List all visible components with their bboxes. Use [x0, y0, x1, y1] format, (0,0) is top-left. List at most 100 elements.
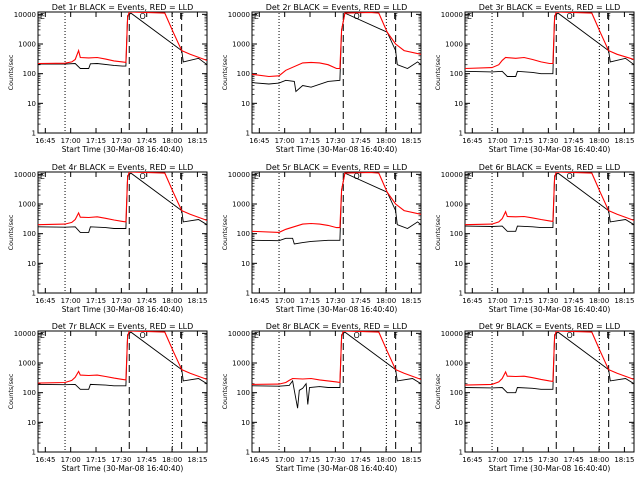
y-tick-label: 10000 [14, 11, 36, 19]
x-tick-label: 18:00 [589, 137, 609, 145]
plot-frame [37, 330, 208, 453]
panel-title: Det 9r BLACK = Events, RED = LLD [479, 322, 621, 331]
plot-frame [251, 330, 422, 453]
x-tick-label: 17:15 [86, 137, 106, 145]
y-tick-label: 10000 [441, 330, 463, 338]
y-tick-label: 1000 [445, 360, 463, 368]
x-tick-label: 18:00 [376, 137, 396, 145]
x-tick-label: 18:15 [614, 456, 634, 464]
x-tick-label: 17:45 [564, 297, 584, 305]
x-tick-label: 17:30 [325, 297, 345, 305]
marker-label: O [140, 331, 146, 340]
lld-line [252, 12, 421, 78]
x-tick-label: 18:15 [187, 137, 207, 145]
y-tick-label: 1000 [232, 201, 250, 209]
events-line [38, 331, 207, 390]
y-axis-label: Counts/sec [434, 373, 442, 409]
panel-det-8: Det 8r BLACK = Events, RED = LLD 1 10 100 10… [221, 322, 422, 473]
y-tick-label: 10 [241, 260, 250, 268]
plot-frame [37, 11, 208, 134]
x-tick-label: 17:30 [538, 297, 558, 305]
panel-det-6: Det 6r BLACK = Events, RED = LLD 1 10 100 10… [434, 163, 635, 314]
y-tick-label: 1 [459, 130, 463, 138]
lld-line [38, 12, 207, 65]
x-tick-label: 17:15 [513, 456, 533, 464]
y-tick-label: 10 [27, 419, 36, 427]
x-tick-label: 17:30 [111, 297, 131, 305]
plot-frame [464, 330, 635, 453]
y-tick-label: 10 [241, 419, 250, 427]
x-axis-label: Start Time (30-Mar-08 16:40:40) [276, 305, 398, 314]
y-tick-label: 10 [454, 419, 463, 427]
x-tick-label: 16:45 [462, 297, 482, 305]
y-tick-label: 100 [23, 70, 36, 78]
y-tick-label: 100 [450, 230, 463, 238]
x-tick-label: 17:15 [513, 137, 533, 145]
lld-line [465, 12, 634, 70]
y-tick-label: 1 [246, 449, 250, 457]
y-tick-label: 1000 [445, 41, 463, 49]
x-tick-label: 17:45 [564, 137, 584, 145]
marker-label: O [354, 172, 360, 181]
x-tick-label: 18:15 [614, 297, 634, 305]
panel-det-3: Det 3r BLACK = Events, RED = LLD 1 10 100 10… [434, 3, 635, 154]
y-tick-label: 10000 [228, 330, 250, 338]
y-tick-label: 1000 [18, 201, 36, 209]
marker-label: E [40, 12, 45, 21]
y-axis-label: Counts/sec [221, 214, 229, 250]
x-axis-label: Start Time (30-Mar-08 16:40:40) [62, 145, 184, 154]
y-tick-label: 100 [237, 70, 250, 78]
y-tick-label: 10 [454, 100, 463, 108]
marker-label: O [354, 331, 360, 340]
y-axis-label: Counts/sec [221, 54, 229, 90]
x-tick-label: 17:00 [61, 137, 81, 145]
y-tick-label: 10000 [14, 330, 36, 338]
y-tick-label: 1 [32, 290, 36, 298]
x-axis-label: Start Time (30-Mar-08 16:40:40) [489, 145, 611, 154]
marker-label: F [179, 331, 184, 340]
x-tick-label: 17:45 [137, 297, 157, 305]
x-tick-label: 18:00 [162, 456, 182, 464]
x-tick-label: 18:15 [614, 137, 634, 145]
x-axis-label: Start Time (30-Mar-08 16:40:40) [489, 464, 611, 473]
x-axis-label: Start Time (30-Mar-08 16:40:40) [62, 305, 184, 314]
plot-frame [37, 171, 208, 294]
marker-label: E [254, 172, 259, 181]
plot-frame [464, 171, 635, 294]
y-tick-label: 1000 [18, 360, 36, 368]
x-axis-label: Start Time (30-Mar-08 16:40:40) [276, 464, 398, 473]
x-tick-label: 17:30 [538, 456, 558, 464]
x-tick-label: 17:15 [86, 456, 106, 464]
lld-line [252, 331, 421, 385]
x-tick-label: 17:15 [86, 297, 106, 305]
panel-det-5: Det 5r BLACK = Events, RED = LLD 1 10 100 10… [221, 163, 422, 314]
y-tick-label: 10000 [441, 171, 463, 179]
x-tick-label: 18:00 [589, 456, 609, 464]
panel-det-4: Det 4r BLACK = Events, RED = LLD 1 10 100 10… [7, 163, 208, 314]
lld-line [465, 172, 634, 226]
x-tick-label: 17:45 [137, 137, 157, 145]
x-tick-label: 17:15 [513, 297, 533, 305]
lld-line [38, 331, 207, 384]
y-tick-label: 100 [23, 230, 36, 238]
panel-title: Det 4r BLACK = Events, RED = LLD [52, 163, 194, 172]
marker-label: F [606, 12, 611, 21]
marker-label: O [140, 172, 146, 181]
events-line [252, 12, 421, 93]
panel-title: Det 1r BLACK = Events, RED = LLD [52, 3, 194, 12]
plot-frame [251, 171, 422, 294]
y-tick-label: 1 [246, 290, 250, 298]
y-tick-label: 1000 [445, 201, 463, 209]
x-tick-label: 16:45 [249, 297, 269, 305]
lld-line [38, 172, 207, 226]
marker-label: E [40, 331, 45, 340]
events-line [38, 172, 207, 233]
y-tick-label: 100 [237, 389, 250, 397]
x-tick-label: 16:45 [462, 137, 482, 145]
x-tick-label: 18:15 [187, 297, 207, 305]
events-line [38, 12, 207, 69]
marker-label: F [179, 172, 184, 181]
x-tick-label: 17:45 [137, 456, 157, 464]
plot-frame [464, 11, 635, 134]
